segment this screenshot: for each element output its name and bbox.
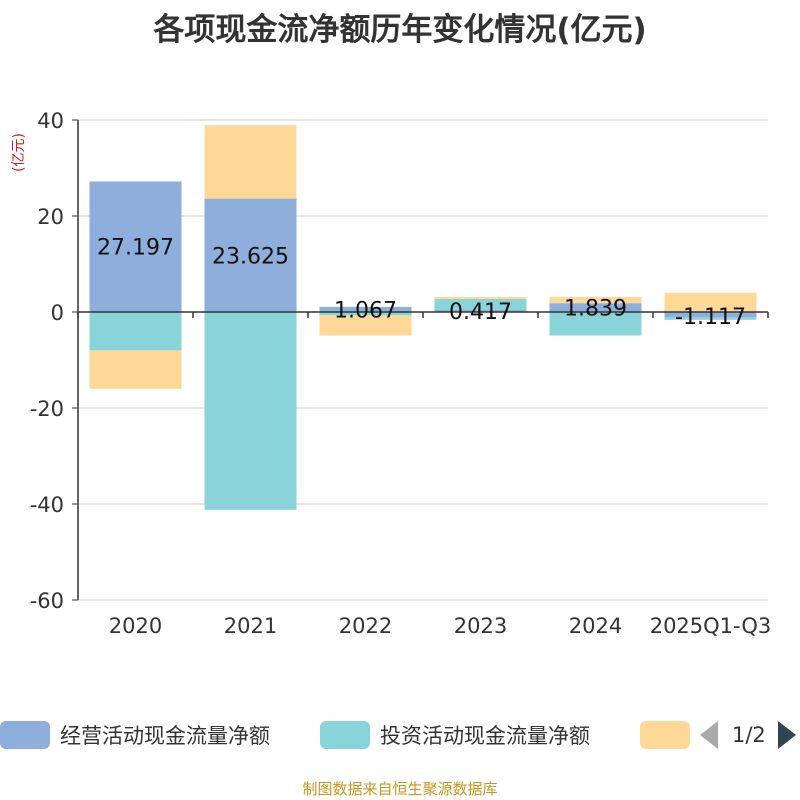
legend-item-operating[interactable]: 经营活动现金流量净额	[0, 715, 270, 755]
legend-item-investing[interactable]: 投资活动现金流量净额	[320, 715, 590, 755]
bar-series0-2025Q1-Q3	[664, 312, 757, 318]
bar-series0-2024	[549, 303, 642, 312]
bar-series0-2020	[89, 181, 182, 312]
y-tick-label: -40	[30, 493, 64, 517]
legend-next-icon[interactable]	[777, 721, 796, 749]
bar-series0-2022	[319, 306, 412, 312]
bar-series1-2024	[549, 312, 642, 336]
y-tick-label: 20	[37, 205, 64, 229]
data-label: 1.839	[564, 297, 627, 322]
x-tick-label: 2023	[454, 614, 507, 638]
bar-series2-2025Q1-Q3	[664, 292, 757, 312]
legend-page-indicator: 1/2	[732, 723, 766, 747]
x-tick-label: 2020	[109, 614, 162, 638]
bar-series0-2021	[204, 198, 297, 312]
x-tick-label: 2022	[339, 614, 392, 638]
legend-swatch-operating	[0, 721, 50, 749]
data-label: 1.067	[334, 298, 397, 323]
legend-label-operating: 经营活动现金流量净额	[60, 724, 270, 748]
bar-chart: -60 -40 -20 0 20 40 2020 2021 2022 2023 2024 2025Q…	[30, 109, 772, 638]
bar-series1-2021	[204, 312, 297, 510]
chart-title: 各项现金流净额历年变化情况(亿元)	[153, 12, 647, 48]
bar-series1-2022	[319, 312, 412, 316]
bar-series1-2020	[89, 312, 182, 351]
y-tick-label: 40	[37, 109, 64, 133]
bar-series2-2023	[434, 297, 527, 299]
bar-series0-2023	[434, 309, 527, 312]
bar-series2-2021	[204, 125, 297, 199]
bar-series1-2025Q1-Q3	[664, 317, 757, 320]
bar-series2-2020	[89, 350, 182, 389]
data-source-note: 制图数据来自恒生聚源数据库	[302, 780, 498, 798]
data-label: 23.625	[212, 244, 289, 269]
x-tick-label: 2021	[224, 614, 277, 638]
x-tick-label: 2024	[569, 614, 622, 638]
bar-series2-2022	[319, 315, 412, 336]
y-tick-label: -20	[30, 397, 64, 421]
bar-series2-2024	[549, 296, 642, 304]
legend-item-financing[interactable]	[640, 715, 700, 755]
legend-swatch-investing	[320, 721, 370, 749]
legend-prev-icon[interactable]	[700, 721, 718, 749]
legend-label-investing: 投资活动现金流量净额	[380, 724, 590, 748]
legend-pager: 1/2	[700, 715, 796, 755]
data-label: 27.197	[97, 236, 174, 261]
y-tick-label: 0	[51, 301, 64, 325]
legend: 经营活动现金流量净额 投资活动现金流量净额 1/2	[0, 715, 800, 755]
data-label: 0.417	[449, 300, 512, 325]
y-tick-label: -60	[30, 589, 64, 613]
data-label: -1.117	[675, 305, 746, 330]
legend-swatch-financing	[640, 721, 690, 749]
x-tick-label: 2025Q1-Q3	[650, 614, 772, 638]
bar-series1-2023	[434, 298, 527, 310]
